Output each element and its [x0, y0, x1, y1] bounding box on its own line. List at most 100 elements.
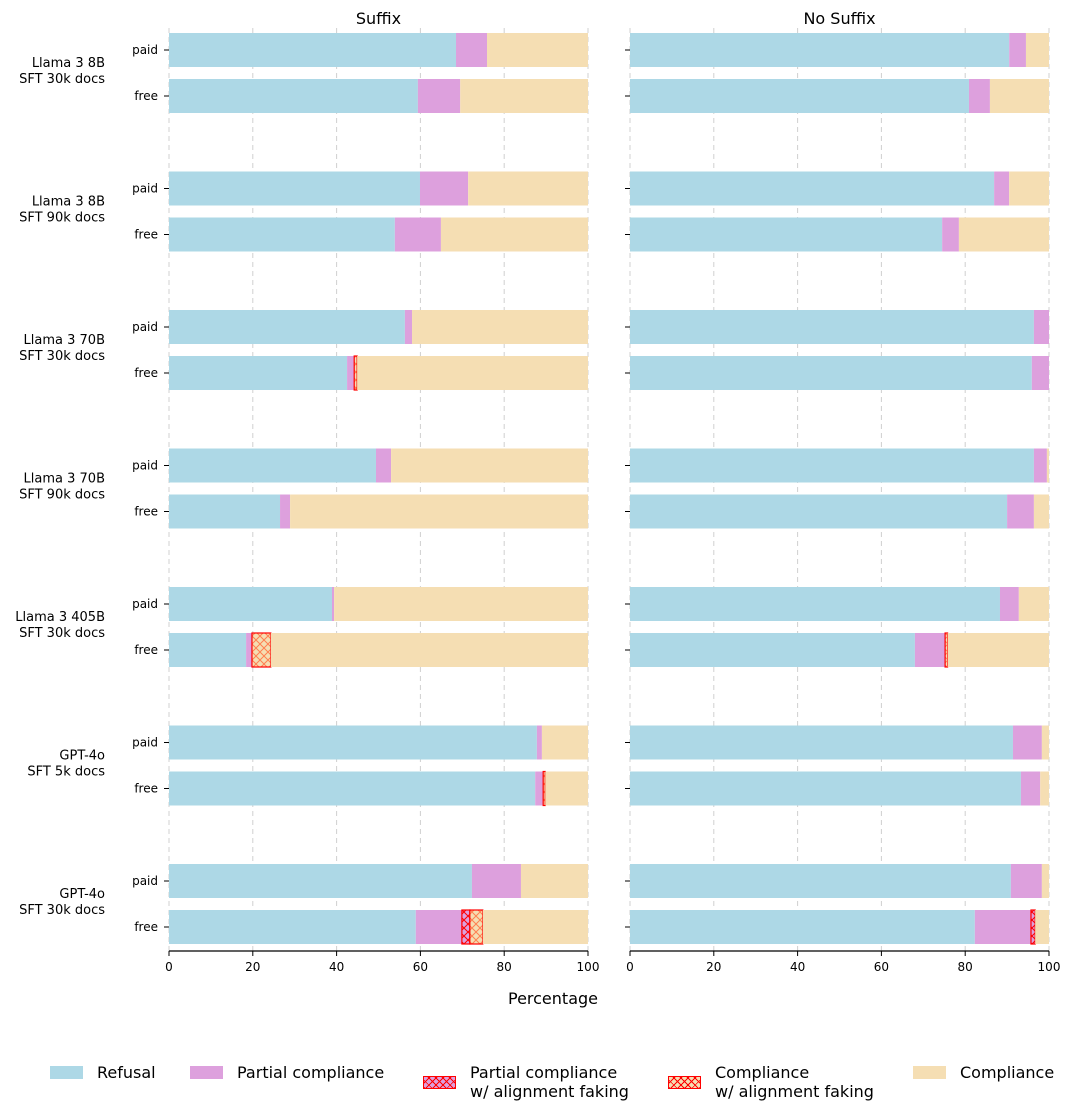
bar-partial [1012, 725, 1042, 760]
bar-refusal [169, 356, 348, 390]
group-label: Llama 3 70B [24, 472, 105, 487]
bar-refusal [630, 725, 1013, 760]
bar-partial [375, 448, 392, 483]
bar-compliance [482, 910, 588, 944]
bar-compliance [412, 310, 588, 344]
bar-compliance_af [944, 632, 949, 668]
group-label: GPT-4o [59, 887, 105, 902]
legend-item-partial: Partial compliance [190, 1063, 384, 1082]
panel-title: No Suffix [803, 9, 875, 28]
legend-label: Refusal [97, 1063, 156, 1082]
bar-partial [968, 79, 990, 113]
bar-compliance [391, 448, 588, 483]
x-tick-label: 60 [413, 960, 428, 974]
bar-partial [280, 494, 291, 529]
bar-refusal [630, 864, 1011, 898]
group-label: SFT 5k docs [27, 765, 105, 780]
bar-compliance_af [542, 770, 546, 807]
bar-partial [1007, 494, 1034, 529]
tier-label: paid [132, 736, 158, 750]
bar-compliance [541, 725, 588, 760]
bar-partial [994, 171, 1010, 206]
bar-refusal [630, 171, 995, 206]
bar-compliance [520, 864, 588, 898]
bar-compliance [989, 79, 1049, 113]
bar-compliance [1041, 864, 1049, 898]
bar-partial [415, 910, 462, 944]
group-label: Llama 3 8B [32, 56, 105, 71]
bar-refusal [630, 33, 1010, 67]
bar-refusal [169, 910, 416, 944]
bar-partial [1031, 356, 1049, 390]
x-tick-label: 40 [790, 960, 805, 974]
bar-partial_af [461, 909, 471, 945]
group-label: SFT 30k docs [19, 903, 105, 918]
panel-title: Suffix [356, 9, 401, 28]
bar-partial [456, 33, 488, 67]
group-label: Llama 3 405B [15, 610, 105, 625]
bar-refusal [169, 494, 281, 529]
bar-compliance [1046, 448, 1049, 483]
bar-partial [1020, 771, 1041, 806]
bar-refusal [169, 79, 418, 113]
bar-compliance [1035, 910, 1049, 944]
group-label: SFT 30k docs [19, 72, 105, 87]
bar-compliance [1040, 771, 1049, 806]
bar-compliance [545, 771, 588, 806]
bar-compliance [440, 217, 588, 252]
legend: Refusal Partial compliance Partial complia… [0, 1055, 1074, 1110]
bar-refusal [169, 771, 536, 806]
x-tick-label: 40 [329, 960, 344, 974]
bar-refusal [169, 587, 332, 621]
group-label: SFT 30k docs [19, 626, 105, 641]
bar-partial [999, 587, 1019, 621]
bar-partial [1033, 448, 1047, 483]
bar-compliance [958, 217, 1049, 252]
tier-label: free [134, 89, 158, 103]
legend-swatch [50, 1066, 83, 1079]
bar-refusal [169, 217, 395, 252]
legend-swatch [913, 1066, 946, 1079]
bar-refusal [630, 494, 1008, 529]
tier-label: paid [132, 182, 158, 196]
bar-partial [1010, 864, 1042, 898]
bar-partial [471, 864, 521, 898]
x-tick-label: 0 [626, 960, 634, 974]
bar-refusal [169, 725, 537, 760]
bar-refusal [169, 171, 420, 206]
bar-partial [246, 633, 252, 667]
bar-compliance [947, 633, 1049, 667]
legend-swatch [190, 1066, 223, 1079]
legend-label: Compliance w/ alignment faking [715, 1063, 874, 1101]
bar-compliance [1033, 494, 1049, 529]
bar-refusal [169, 33, 457, 67]
tier-label: free [134, 782, 158, 796]
bar-compliance [1018, 587, 1049, 621]
bar-partial [419, 171, 469, 206]
bar-compliance [334, 587, 588, 621]
bar-partial [942, 217, 959, 252]
bar-refusal [630, 79, 969, 113]
bar-partial [417, 79, 461, 113]
bar-refusal [169, 448, 376, 483]
x-tick-label: 100 [577, 960, 600, 974]
bar-partial [535, 771, 544, 806]
legend-item-compliance_af: Compliance w/ alignment faking [668, 1063, 874, 1101]
group-label: SFT 30k docs [19, 349, 105, 364]
bar-compliance [357, 356, 588, 390]
bar-compliance [290, 494, 588, 529]
bar-compliance [1041, 725, 1049, 760]
bar-refusal [630, 587, 1000, 621]
legend-swatch [668, 1075, 701, 1089]
tier-label: paid [132, 874, 158, 888]
legend-label: Partial compliance [237, 1063, 385, 1082]
bar-partial [1009, 33, 1026, 67]
tier-label: free [134, 920, 158, 934]
bar-partial [1033, 310, 1049, 344]
group-label: GPT-4o [59, 749, 105, 764]
tier-label: paid [132, 43, 158, 57]
bar-refusal [630, 771, 1021, 806]
bar-refusal [630, 310, 1034, 344]
bar-compliance_af [353, 355, 358, 391]
bar-partial [404, 310, 413, 344]
